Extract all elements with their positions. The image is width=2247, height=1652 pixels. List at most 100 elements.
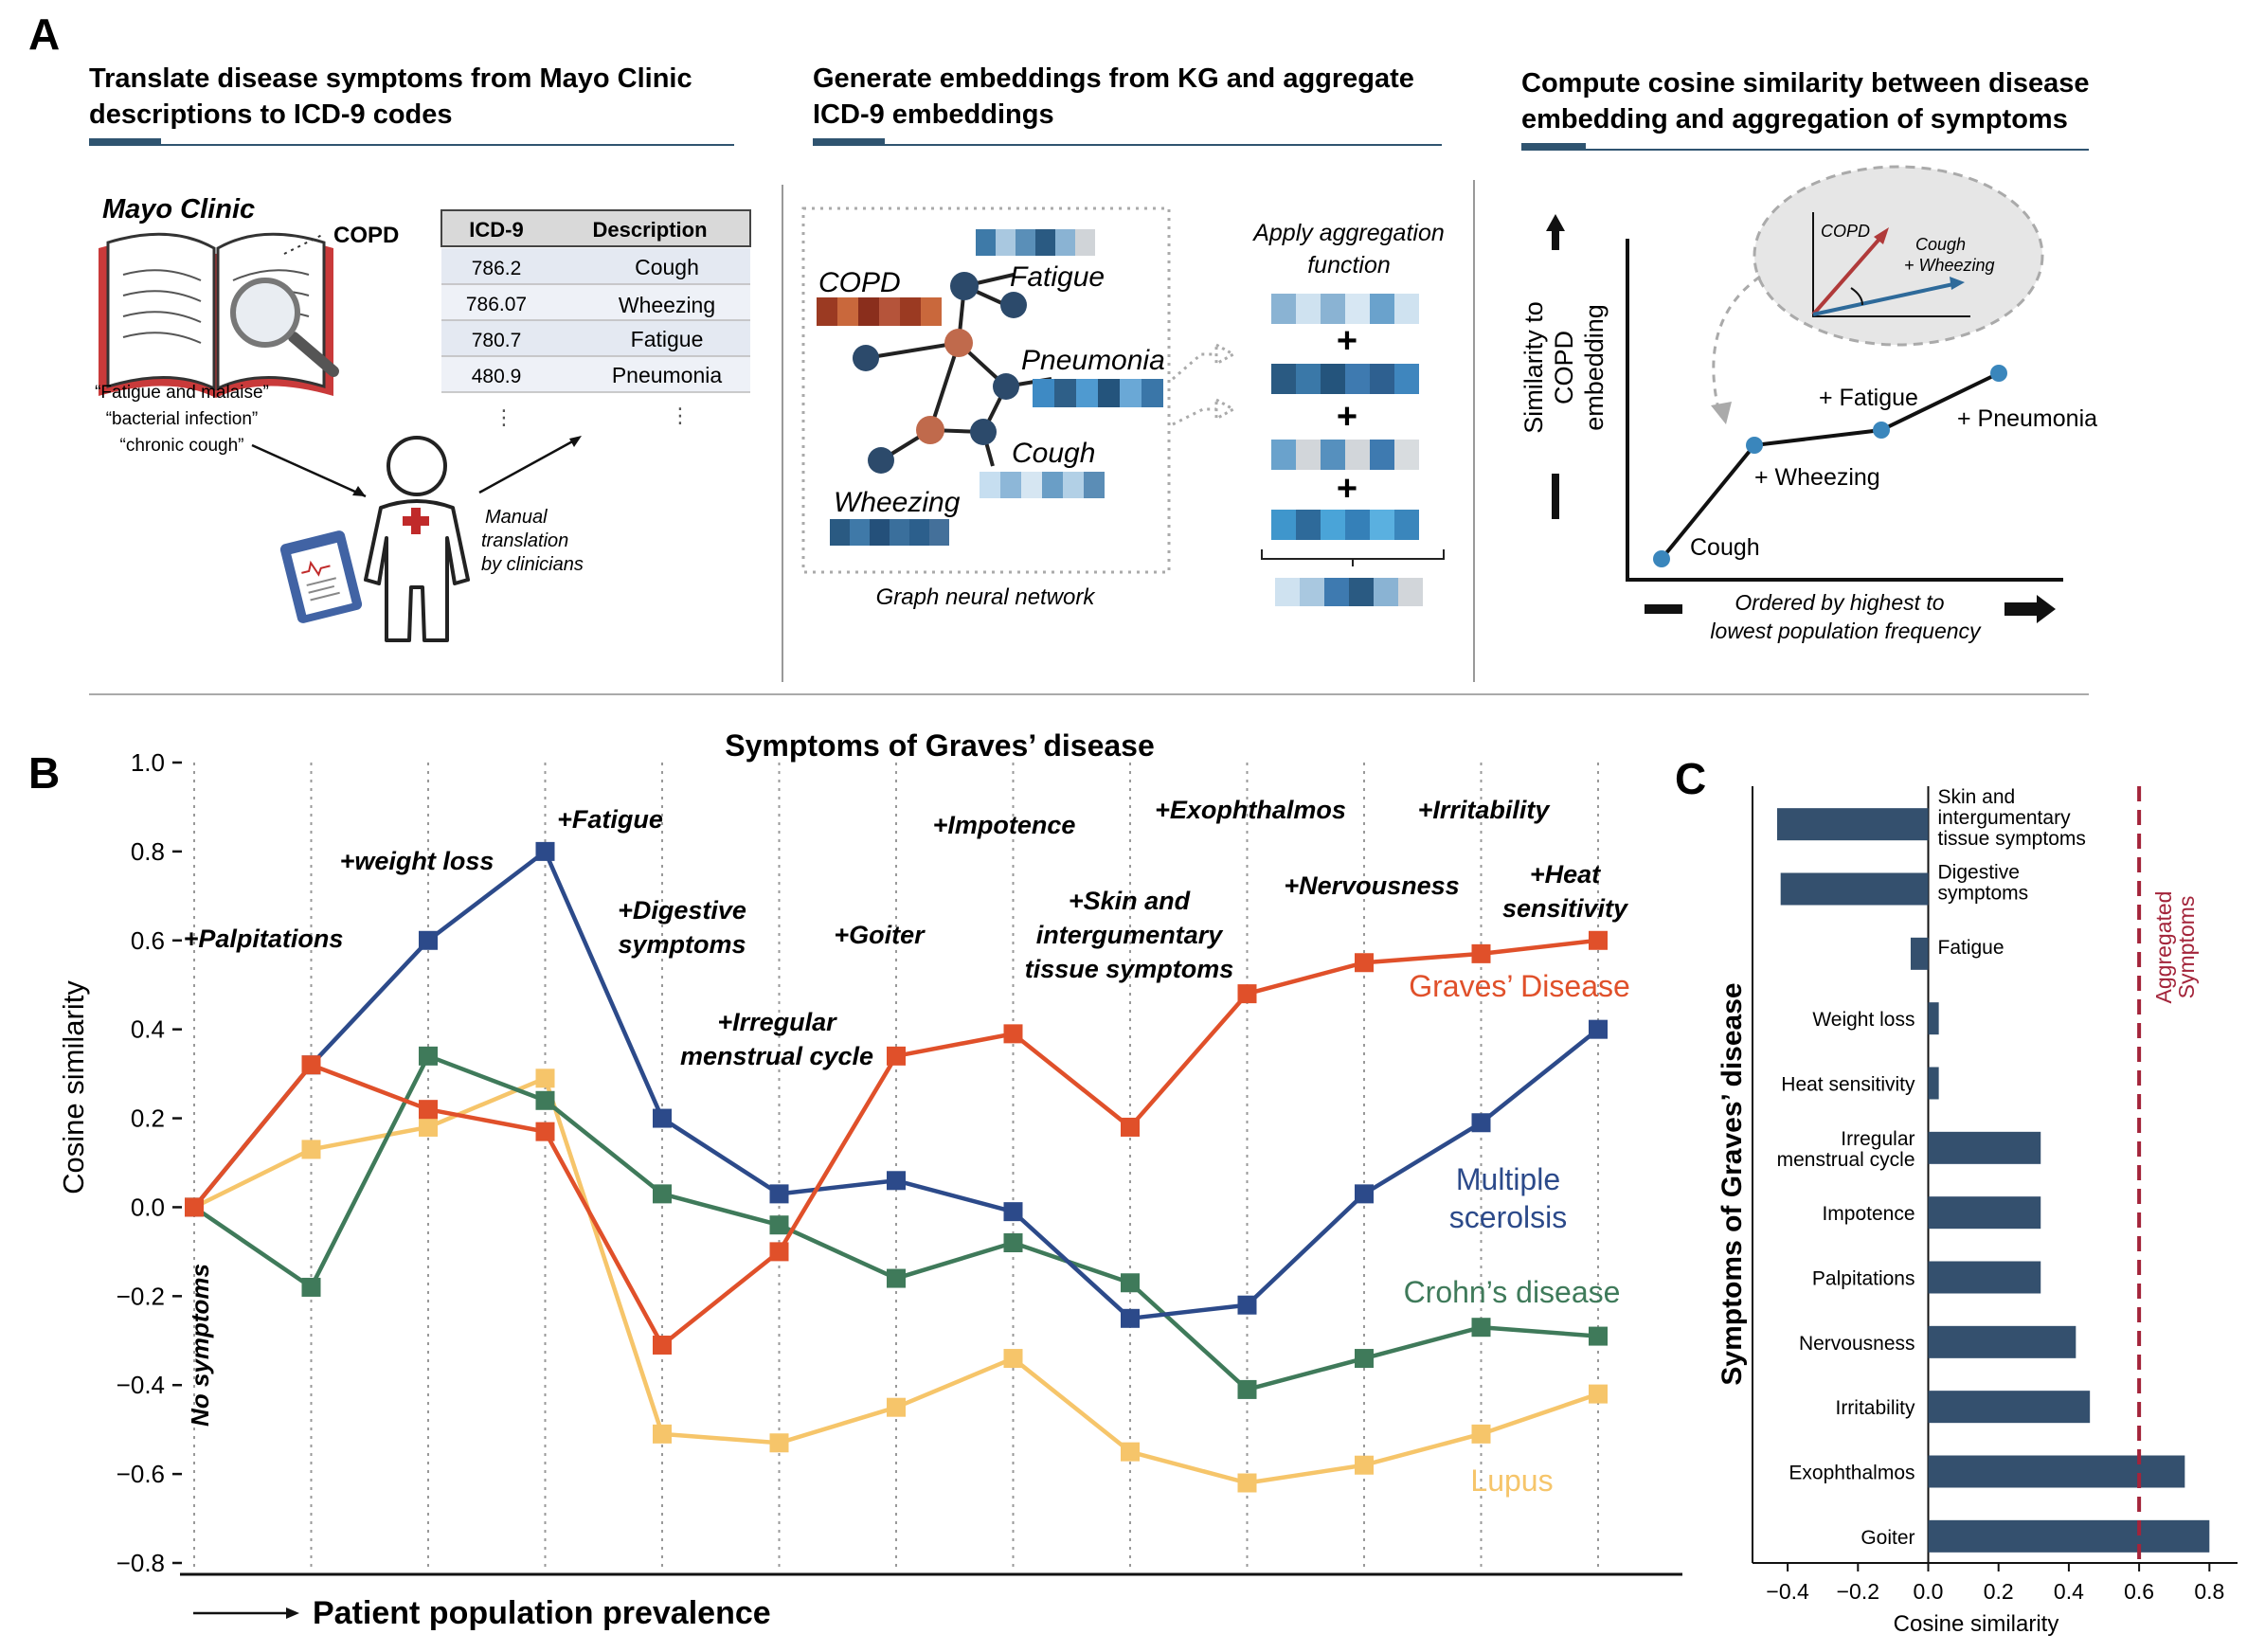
chart-b-step-label: tissue symptoms — [1025, 955, 1234, 983]
icd-header-code: ICD-9 — [469, 218, 523, 242]
manual-translation-1: Manual — [485, 507, 548, 528]
icd-row4-code: 480.9 — [472, 366, 522, 387]
chart-b-series-label: Multiple — [1456, 1162, 1560, 1196]
mayo-clinic-label: Mayo Clinic — [102, 194, 255, 224]
chart-b-point — [1237, 1473, 1257, 1493]
panel-label-a: A — [28, 9, 60, 59]
chart-c-bar — [1928, 1391, 2091, 1424]
gnn-box — [801, 206, 1171, 574]
chart-b-point — [419, 1100, 438, 1120]
chart-b-step-labels: No symptoms +Palpitations +weight loss +Fat… — [184, 796, 1629, 1427]
plot-ylabel-1: Similarity to — [1519, 301, 1548, 434]
embedding-fatigue — [976, 229, 1095, 256]
chart-b-point — [1003, 1349, 1023, 1369]
icd-ellipsis-left: ⋮ — [494, 405, 514, 429]
chart-b-point — [1003, 1233, 1023, 1252]
chart-b-point — [887, 1046, 906, 1066]
chart-b-point — [1355, 953, 1374, 973]
chart-b-point — [301, 1140, 321, 1159]
chart-c-bar — [1928, 1325, 2076, 1358]
chart-b-point — [887, 1397, 906, 1417]
chart-c-category-label: symptoms — [1938, 883, 2029, 905]
panel-label-c: C — [1675, 754, 1706, 803]
chart-b-point — [301, 1277, 321, 1297]
chart-c-category-label: Irritability — [1835, 1397, 1915, 1419]
dashed-arrows — [1172, 342, 1237, 426]
chart-c-bar — [1910, 937, 1929, 970]
chart-b-series-labels: Graves’ Disease Multiple scerolsis Crohn’s … — [1404, 969, 1630, 1498]
chart-c-category-label: menstrual cycle — [1777, 1149, 1915, 1171]
inset-label-copd: COPD — [1821, 222, 1870, 241]
graph-label-pneumonia: Pneumonia — [1021, 345, 1165, 376]
manual-translation-2: translation — [481, 530, 568, 551]
panel-label-b: B — [28, 748, 60, 798]
graph-label-cough: Cough — [1012, 438, 1095, 469]
magnifier-icon — [230, 278, 339, 377]
plot-ylabel-2: COPD — [1550, 331, 1578, 404]
icd-table: ICD-9 Description 786.2 Cough 786.07 Whe… — [440, 209, 751, 429]
step3-accent — [1521, 143, 1586, 151]
chart-b-series-label: Lupus — [1470, 1463, 1553, 1498]
chart-b-step-label: intergumentary — [1036, 921, 1225, 949]
step2-accent — [813, 138, 885, 146]
chart-c-category-label: intergumentary — [1938, 807, 2072, 829]
chart-c-plot: −0.4 −0.2 0.0 0.2 0.4 0.6 0.8 Skin andintergume… — [1752, 786, 2238, 1604]
embedding-pneumonia — [1033, 379, 1163, 407]
plot-point-wheezing: + Wheezing — [1754, 464, 1880, 491]
chart-b-point — [1589, 1384, 1608, 1404]
clipboard-icon — [279, 530, 363, 623]
embedding-wheezing — [830, 519, 949, 546]
quote-3: “chronic cough” — [120, 436, 244, 456]
chart-c-bar — [1780, 872, 1929, 906]
chart-c-xtick-label: 0.4 — [2054, 1579, 2084, 1604]
inset-label-wheezing: + Wheezing — [1904, 256, 1995, 275]
graph-label-copd: COPD — [818, 267, 901, 298]
chart-b-point — [1003, 1202, 1023, 1222]
embedding-cough — [980, 472, 1105, 498]
chart-b-step-label: No symptoms — [186, 1264, 214, 1427]
chart-c-bar — [1928, 1261, 2041, 1294]
chart-b-step-label: +Digestive — [618, 896, 746, 925]
chart-c-bar — [1928, 1196, 2041, 1230]
chart-c-reference-label: Symptoms — [2174, 896, 2199, 999]
chart-b-step-label: +weight loss — [340, 847, 494, 875]
quote-1: “Fatigue and malaise” — [95, 383, 269, 403]
graph-label-fatigue: Fatigue — [1010, 261, 1105, 293]
chart-b-ytick-label: 0.0 — [131, 1193, 165, 1221]
chart-b-ytick-label: 0.2 — [131, 1104, 165, 1133]
icd-row2-desc: Wheezing — [619, 293, 715, 317]
chart-b-step-label: +Fatigue — [557, 805, 663, 834]
inset-label-cough: Cough — [1915, 235, 1966, 254]
chart-c-category-label: Impotence — [1822, 1203, 1914, 1225]
chart-c-category-label: Skin and — [1938, 786, 2016, 808]
panel-b: B Symptoms of Graves’ disease Cosine sim… — [28, 728, 1682, 1631]
chart-b-point — [887, 1268, 906, 1288]
chart-b-ytick-label: 0.6 — [131, 926, 165, 955]
chart-b-step-label: sensitivity — [1502, 894, 1629, 923]
chart-b-point — [1471, 1424, 1491, 1444]
chart-c-category-label: Goiter — [1861, 1527, 1914, 1549]
chart-b-point — [1355, 1455, 1374, 1475]
chart-c-bar — [1928, 1067, 1939, 1100]
chart-b-series-label: scerolsis — [1449, 1200, 1567, 1234]
chart-c-xtick-label: 0.6 — [2124, 1579, 2154, 1604]
chart-b-step-label: symptoms — [618, 930, 746, 959]
graph-label-wheezing: Wheezing — [834, 487, 961, 518]
chart-c-ylabel: Symptoms of Graves’ disease — [1717, 982, 1748, 1385]
quote-2: “bacterial infection” — [106, 409, 259, 429]
chart-b-ytick-label: −0.2 — [117, 1282, 165, 1310]
chart-c-category-label: Digestive — [1938, 862, 2020, 884]
chart-b-step-label: +Palpitations — [184, 925, 344, 953]
arrow-to-table — [478, 438, 577, 494]
chart-b-ytick-label: −0.4 — [117, 1371, 165, 1399]
chart-c-bar — [1928, 1519, 2210, 1553]
chart-c-category-label: tissue symptoms — [1938, 828, 2086, 850]
chart-b-series-0 — [185, 930, 1608, 1355]
gnn-caption: Graph neural network — [876, 584, 1097, 610]
icd-header-description: Description — [592, 218, 707, 242]
book-icon — [99, 232, 333, 398]
chart-b-point — [769, 1242, 789, 1262]
chart-b-series-label: Crohn’s disease — [1404, 1275, 1621, 1309]
chart-b-step-label: +Skin and — [1069, 887, 1191, 915]
chart-c-category-label: Weight loss — [1812, 1009, 1914, 1031]
